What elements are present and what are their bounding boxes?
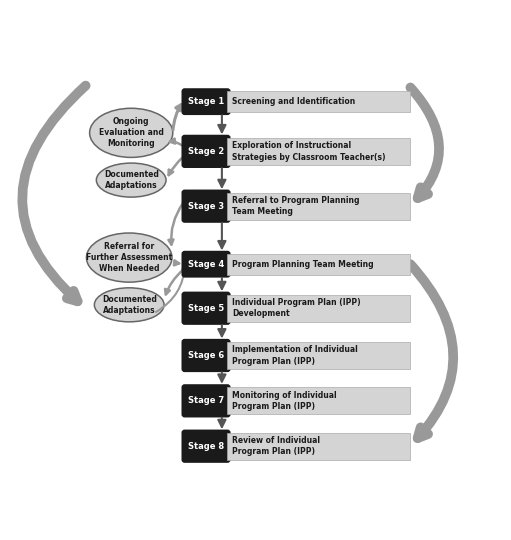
- FancyBboxPatch shape: [181, 190, 230, 223]
- Text: Screening and Identification: Screening and Identification: [232, 97, 356, 106]
- Text: Stage 4: Stage 4: [188, 260, 224, 269]
- Ellipse shape: [89, 108, 173, 158]
- Text: Stage 5: Stage 5: [188, 303, 224, 313]
- FancyBboxPatch shape: [227, 295, 410, 322]
- FancyBboxPatch shape: [181, 339, 230, 372]
- FancyBboxPatch shape: [181, 292, 230, 325]
- FancyBboxPatch shape: [181, 88, 230, 115]
- Text: Implementation of Individual
Program Plan (IPP): Implementation of Individual Program Pla…: [232, 345, 358, 366]
- Text: Review of Individual
Program Plan (IPP): Review of Individual Program Plan (IPP): [232, 436, 320, 456]
- FancyBboxPatch shape: [227, 91, 410, 112]
- Text: Stage 8: Stage 8: [188, 442, 224, 451]
- Text: Referral for
Further Assessment
When Needed: Referral for Further Assessment When Nee…: [86, 242, 172, 273]
- Text: Stage 6: Stage 6: [188, 351, 224, 360]
- Ellipse shape: [97, 163, 166, 197]
- Text: Stage 3: Stage 3: [188, 201, 224, 211]
- Ellipse shape: [86, 233, 172, 282]
- Text: Stage 1: Stage 1: [188, 97, 224, 106]
- Text: Individual Program Plan (IPP)
Development: Individual Program Plan (IPP) Developmen…: [232, 298, 361, 319]
- FancyBboxPatch shape: [181, 251, 230, 278]
- FancyBboxPatch shape: [181, 135, 230, 168]
- FancyBboxPatch shape: [227, 138, 410, 165]
- FancyBboxPatch shape: [181, 430, 230, 463]
- FancyBboxPatch shape: [227, 433, 410, 460]
- FancyBboxPatch shape: [181, 384, 230, 417]
- Text: Documented
Adaptations: Documented Adaptations: [104, 170, 158, 190]
- Text: Documented
Adaptations: Documented Adaptations: [102, 295, 157, 315]
- Text: Ongoing
Evaluation and
Monitoring: Ongoing Evaluation and Monitoring: [99, 117, 164, 148]
- Text: Program Planning Team Meeting: Program Planning Team Meeting: [232, 260, 374, 269]
- Text: Referral to Program Planning
Team Meeting: Referral to Program Planning Team Meetin…: [232, 196, 360, 217]
- FancyBboxPatch shape: [227, 193, 410, 220]
- Text: Monitoring of Individual
Program Plan (IPP): Monitoring of Individual Program Plan (I…: [232, 390, 337, 411]
- Text: Stage 7: Stage 7: [188, 396, 224, 406]
- Text: Stage 2: Stage 2: [188, 147, 224, 156]
- FancyBboxPatch shape: [227, 387, 410, 415]
- FancyBboxPatch shape: [227, 342, 410, 369]
- Ellipse shape: [95, 288, 164, 322]
- FancyBboxPatch shape: [227, 254, 410, 275]
- Text: Exploration of Instructional
Strategies by Classroom Teacher(s): Exploration of Instructional Strategies …: [232, 141, 386, 161]
